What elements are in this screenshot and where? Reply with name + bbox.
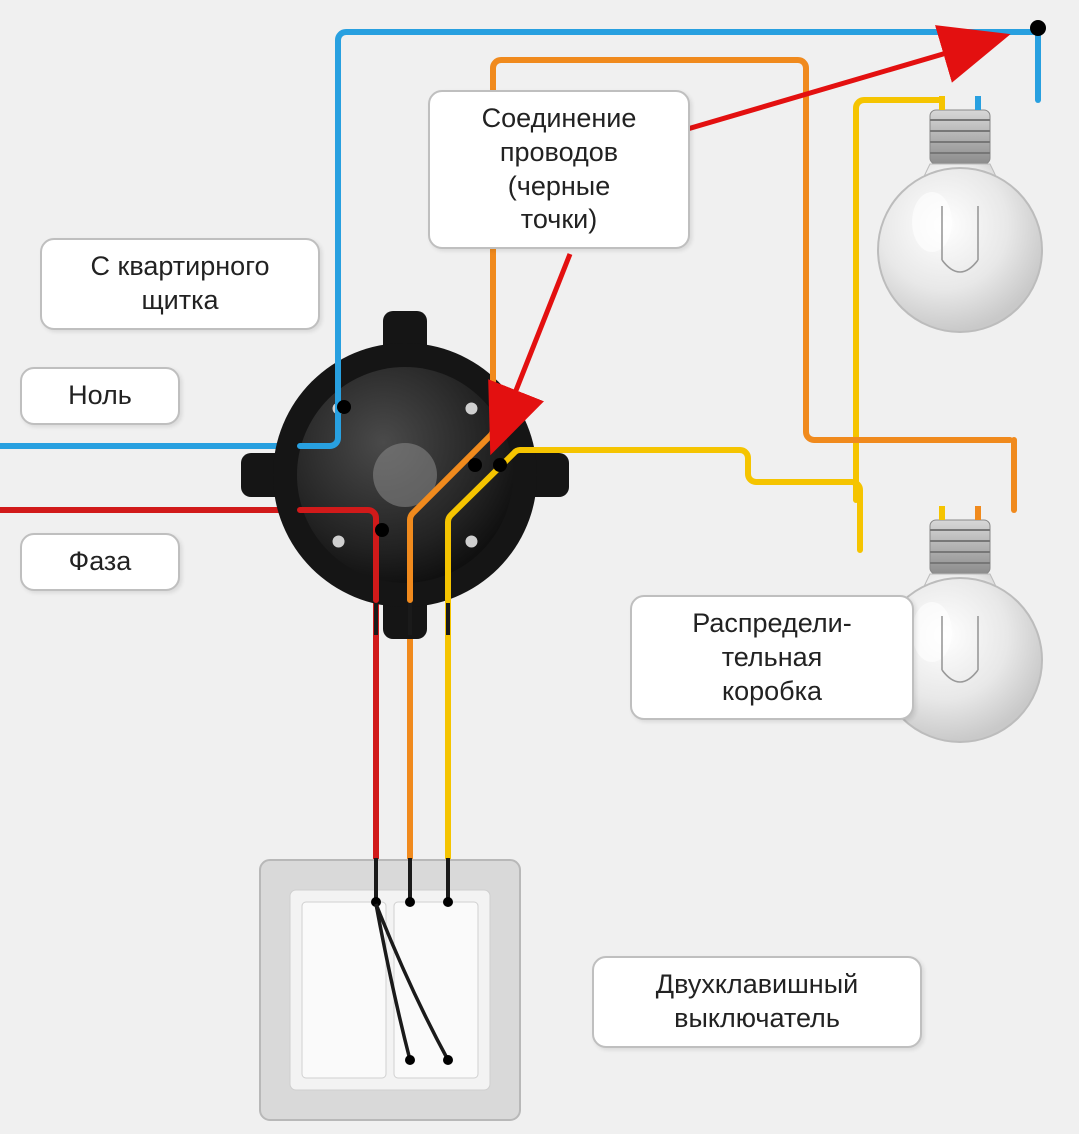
text: выключатель	[674, 1003, 840, 1033]
text: (черные	[508, 171, 610, 201]
text: С квартирного	[91, 251, 270, 281]
text: коробка	[722, 676, 822, 706]
label-phase: Фаза	[20, 533, 180, 591]
text: точки)	[521, 204, 597, 234]
text: проводов	[500, 137, 618, 167]
text: тельная	[722, 642, 823, 672]
label-switch: Двухклавишный выключатель	[592, 956, 922, 1048]
label-panel: С квартирного щитка	[40, 238, 320, 330]
label-junction-box: Распредели- тельная коробка	[630, 595, 914, 720]
junction-box	[241, 311, 569, 639]
double-switch	[260, 603, 520, 1120]
diagram-stage: С квартирного щитка Ноль Фаза Соединение…	[0, 0, 1079, 1134]
text: Ноль	[68, 380, 132, 410]
text: щитка	[141, 285, 218, 315]
text: Распредели-	[692, 608, 851, 638]
text: Фаза	[69, 546, 132, 576]
text: Соединение	[482, 103, 637, 133]
label-connection: Соединение проводов (черные точки)	[428, 90, 690, 249]
text: Двухклавишный	[656, 969, 858, 999]
label-neutral: Ноль	[20, 367, 180, 425]
